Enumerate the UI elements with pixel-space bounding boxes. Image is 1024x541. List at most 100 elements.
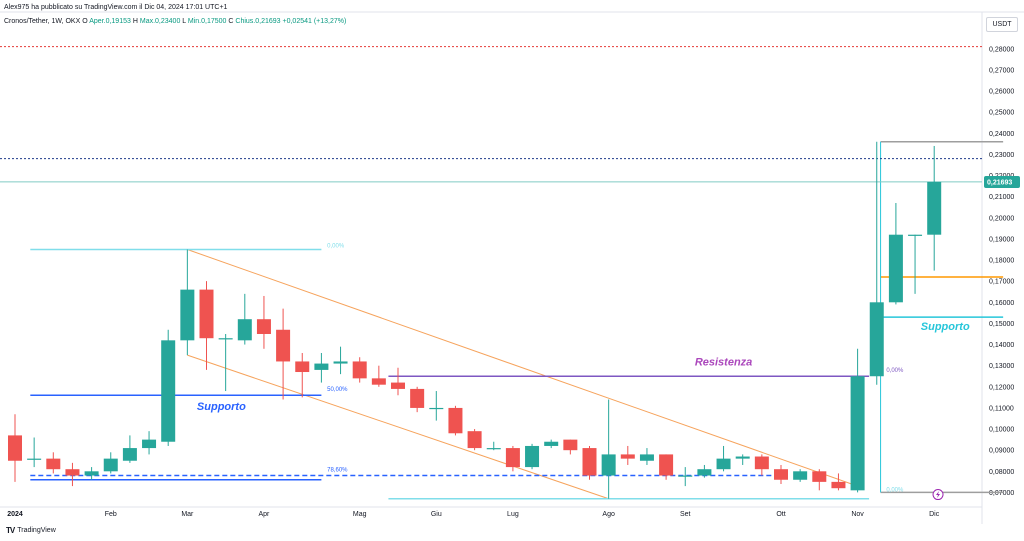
tradingview-logo: TV TradingView <box>6 526 56 535</box>
candle[interactable] <box>754 456 769 470</box>
y-tick-label: 0,19000 <box>989 236 1014 243</box>
candle[interactable] <box>486 448 501 450</box>
x-tick-label: Lug <box>507 511 519 518</box>
x-tick-label: Ago <box>602 511 615 518</box>
candle[interactable] <box>639 454 654 461</box>
supporto-right-label: Supporto <box>921 321 970 333</box>
candle[interactable] <box>161 340 176 442</box>
x-tick-label: Mag <box>353 511 367 518</box>
close-value: Chius.0,21693 <box>235 18 281 25</box>
last-price-tag <box>984 176 1020 189</box>
candle[interactable] <box>659 454 674 476</box>
x-tick-label: Giu <box>431 511 442 518</box>
brand-label: TradingView <box>17 527 56 534</box>
candle[interactable] <box>582 448 597 476</box>
candle[interactable] <box>218 338 233 340</box>
candle[interactable] <box>352 361 367 379</box>
low-value: Min.0,17500 <box>187 18 227 25</box>
y-tick-label: 0,15000 <box>989 321 1014 328</box>
candle[interactable] <box>697 469 712 476</box>
candle[interactable] <box>812 471 827 482</box>
candle[interactable] <box>908 234 923 236</box>
candle[interactable] <box>256 319 271 334</box>
y-tick-label: 0,21000 <box>989 194 1014 201</box>
high-value: Max.0,23400 <box>139 18 181 25</box>
candle[interactable] <box>525 445 540 468</box>
y-tick-label: 0,20000 <box>989 215 1014 222</box>
channel-upper-line[interactable] <box>187 249 858 487</box>
candle[interactable] <box>46 458 61 470</box>
candle[interactable] <box>84 471 99 476</box>
resistenza-label: Resistenza <box>695 357 752 369</box>
candle[interactable] <box>869 302 884 377</box>
candle[interactable] <box>774 469 788 480</box>
open-value: Aper.0,19153 <box>89 18 131 25</box>
y-tick-label: 0,10000 <box>989 427 1014 434</box>
candle[interactable] <box>831 481 846 489</box>
fib-0-mid-label: 0,00% <box>886 368 904 374</box>
candle[interactable] <box>735 456 750 459</box>
candle[interactable] <box>601 454 616 476</box>
candle[interactable] <box>276 329 291 362</box>
candle[interactable] <box>65 469 80 476</box>
candle[interactable] <box>544 441 559 446</box>
y-tick-label: 0,28000 <box>989 46 1014 53</box>
y-tick-label: 0,09000 <box>989 448 1014 455</box>
y-tick-label: 0,12000 <box>989 384 1014 391</box>
x-tick-label: Set <box>680 511 691 518</box>
candle[interactable] <box>467 431 482 449</box>
supporto-left-label: Supporto <box>197 401 246 413</box>
symbol-label[interactable]: Cronos/Tether, 1W, OKX <box>4 18 81 25</box>
y-tick-label: 0,07000 <box>989 490 1014 497</box>
candle[interactable] <box>678 475 693 477</box>
y-tick-label: 0,23000 <box>989 152 1014 159</box>
fib-786-label: 78,60% <box>327 467 348 473</box>
x-tick-label: Dic <box>929 511 940 518</box>
candle[interactable] <box>314 363 329 370</box>
y-tick-label: 0,16000 <box>989 300 1014 307</box>
candle[interactable] <box>180 289 195 341</box>
fib-0-low-label: 0,00% <box>886 487 904 493</box>
y-tick-label: 0,08000 <box>989 469 1014 476</box>
candle[interactable] <box>237 319 252 341</box>
x-tick-label: Apr <box>258 511 270 518</box>
candle[interactable] <box>429 407 444 410</box>
last-price-label: 0,21693 <box>987 180 1012 187</box>
candle[interactable] <box>391 382 405 389</box>
open-label: O <box>82 18 88 25</box>
y-tick-label: 0,27000 <box>989 67 1014 74</box>
candle[interactable] <box>505 448 520 468</box>
candle[interactable] <box>333 361 348 364</box>
currency-button[interactable]: USDT <box>986 17 1018 32</box>
y-tick-label: 0,11000 <box>989 405 1014 412</box>
change-value: +0,02541 (+13,27%) <box>282 18 347 25</box>
y-tick-label: 0,14000 <box>989 342 1014 349</box>
candle[interactable] <box>8 435 22 461</box>
candle[interactable] <box>142 439 157 449</box>
publisher-line: Alex975 ha pubblicato su TradingView.com… <box>4 4 228 11</box>
candle[interactable] <box>103 458 118 472</box>
candle[interactable] <box>295 361 310 373</box>
candle[interactable] <box>122 448 137 461</box>
x-tick-label: Ott <box>776 511 785 518</box>
candle[interactable] <box>716 458 731 470</box>
candle[interactable] <box>448 407 463 434</box>
candle[interactable] <box>371 378 386 385</box>
y-tick-label: 0,26000 <box>989 89 1014 96</box>
x-tick-label: Mar <box>181 511 194 518</box>
candle[interactable] <box>888 234 903 303</box>
candle[interactable] <box>410 388 425 408</box>
fib-50-label: 50,00% <box>327 387 348 393</box>
tradingview-icon: TV <box>6 526 15 535</box>
candle[interactable] <box>27 458 42 460</box>
x-tick-label: 2024 <box>7 511 23 518</box>
candle[interactable] <box>927 181 942 235</box>
x-tick-label: Feb <box>105 511 117 518</box>
candle[interactable] <box>850 376 865 491</box>
candle[interactable] <box>199 289 214 339</box>
candle[interactable] <box>620 454 635 459</box>
candle[interactable] <box>793 471 808 480</box>
close-label: C <box>228 18 234 25</box>
candle[interactable] <box>563 439 578 451</box>
